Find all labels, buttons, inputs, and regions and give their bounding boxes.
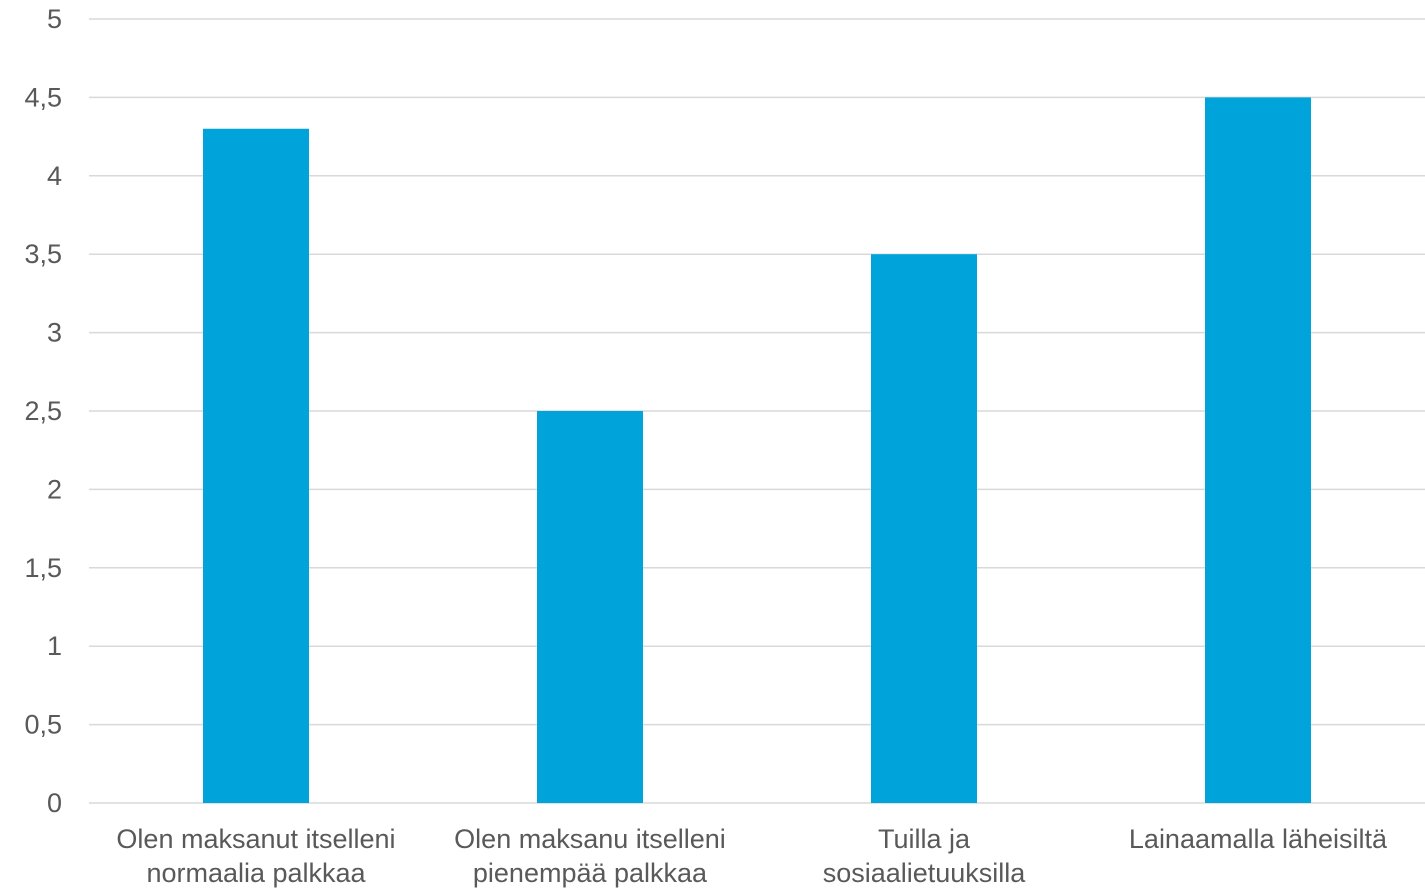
x-category-label-line: Olen maksanu itselleni	[454, 824, 726, 854]
bars	[203, 97, 1311, 803]
y-axis-tick-labels: 0 0,5 1 1,5 2 2,5 3 3,5 4 4,5 5	[24, 4, 62, 818]
x-category-label: Olen maksanu itselleni pienempää palkkaa	[454, 824, 726, 888]
bar	[871, 254, 977, 803]
y-tick-label: 2,5	[24, 396, 62, 426]
x-category-label-line: Olen maksanut itselleni	[116, 824, 395, 854]
y-tick-label: 1	[47, 631, 62, 661]
y-tick-label: 0	[47, 788, 62, 818]
x-category-label: Tuilla ja sosiaalietuuksilla	[823, 824, 1027, 888]
y-tick-label: 3	[47, 318, 62, 348]
x-category-label: Olen maksanut itselleni normaalia palkkaa	[116, 824, 395, 888]
y-tick-label: 2	[47, 474, 62, 504]
y-tick-label: 1,5	[24, 553, 62, 583]
y-tick-label: 5	[47, 4, 62, 34]
x-category-label: Lainaamalla läheisiltä	[1129, 824, 1388, 854]
x-category-label-line: Tuilla ja	[878, 824, 971, 854]
x-category-label-line: pienempää palkkaa	[473, 858, 708, 888]
x-category-label-line: sosiaalietuuksilla	[823, 858, 1027, 888]
y-tick-label: 4	[47, 161, 62, 191]
y-tick-label: 4,5	[24, 82, 62, 112]
bar	[1205, 97, 1311, 803]
bar	[203, 128, 309, 803]
grid-lines	[89, 18, 1425, 804]
x-category-label-line: normaalia palkkaa	[146, 858, 366, 888]
x-axis-category-labels: Olen maksanut itselleni normaalia palkkaa…	[116, 824, 1388, 888]
bar	[537, 411, 643, 803]
x-category-label-line: Lainaamalla läheisiltä	[1129, 824, 1388, 854]
y-tick-label: 0,5	[24, 710, 62, 740]
y-tick-label: 3,5	[24, 239, 62, 269]
